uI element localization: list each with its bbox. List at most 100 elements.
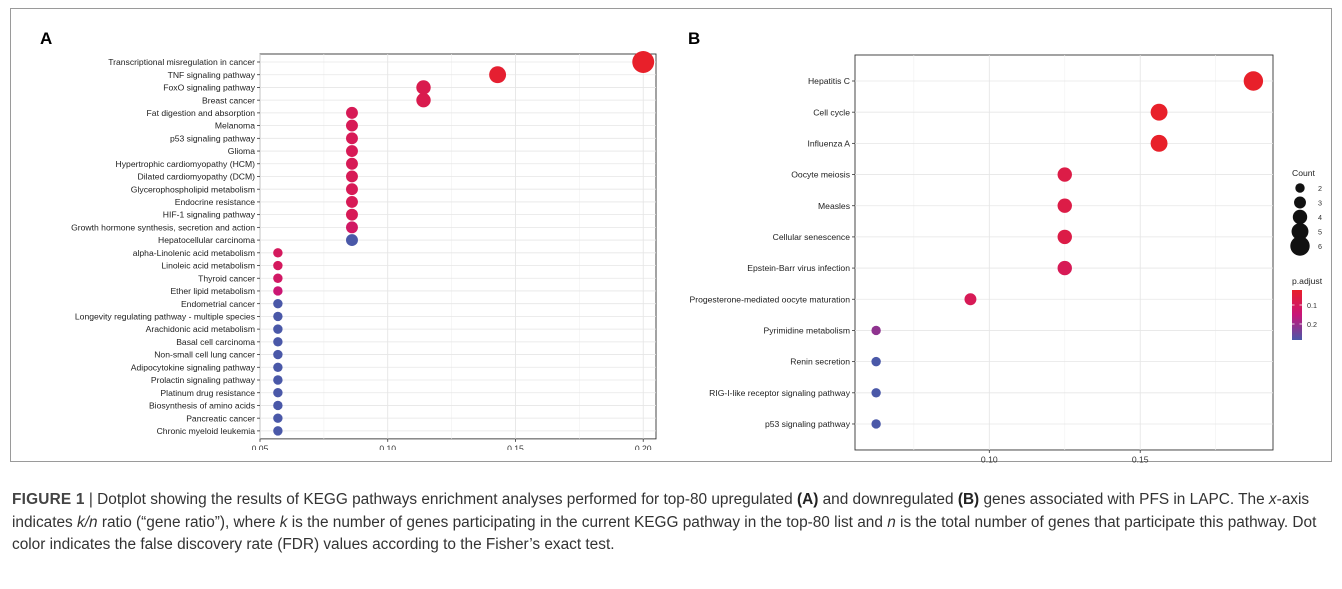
data-point [632, 51, 655, 73]
y-tick-label: TNF signaling pathway [168, 70, 256, 80]
y-tick-label: Adipocytokine signaling pathway [131, 362, 256, 372]
data-point [346, 157, 358, 170]
data-point [273, 362, 283, 372]
y-tick-label: Ether lipid metabolism [170, 286, 255, 296]
data-point [346, 195, 358, 208]
legend-padjust-label: 0.1 [1307, 301, 1317, 310]
y-tick-label: Influenza A [807, 138, 850, 148]
chart-b: 0.10 0.1 5 Hepatitis C Cell cycle Influenza A… [689, 54, 1323, 464]
data-point [871, 419, 881, 429]
legend-count-label: 5 [1318, 228, 1322, 237]
legend-padjust-label: 0.2 [1307, 320, 1317, 329]
data-point [273, 298, 283, 309]
x-tick-label: 0.10 [379, 443, 396, 450]
data-point [346, 234, 358, 247]
legend-count-dot [1295, 183, 1305, 193]
y-tick-label: HIF-1 signaling pathway [163, 210, 256, 220]
y-tick-label: Biosynthesis of amino acids [149, 401, 255, 411]
data-point [273, 349, 283, 360]
data-point [1150, 103, 1168, 121]
y-tick-label: Hepatitis C [808, 76, 850, 86]
data-point [273, 337, 283, 347]
data-point [1057, 198, 1072, 213]
legend-count-label: 2 [1318, 184, 1322, 193]
data-point [489, 66, 507, 84]
data-point [273, 248, 283, 258]
y-tick-label: Breast cancer [202, 95, 255, 105]
legend-count-label: 4 [1318, 213, 1322, 222]
y-tick-label: Glycerophospholipid metabolism [131, 184, 255, 194]
data-point [346, 106, 358, 119]
data-point [273, 311, 283, 322]
data-point [871, 325, 881, 336]
y-tick-label: Arachidonic acid metabolism [146, 324, 255, 334]
data-point [416, 92, 431, 108]
y-tick-label: Epstein-Barr virus infection [747, 263, 850, 273]
y-tick-label: Linoleic acid metabolism [161, 261, 255, 271]
data-point [1150, 134, 1168, 152]
caption-italic-n: n [887, 513, 896, 531]
y-tick-label: p53 signaling pathway [170, 133, 256, 143]
x-tick-label: 0.10 [981, 454, 998, 464]
y-tick-label: Oocyte meiosis [791, 170, 850, 180]
data-point [346, 119, 358, 132]
data-point [346, 132, 358, 145]
y-tick-label: Progesterone-mediated oocyte maturation [689, 294, 850, 304]
data-point [273, 324, 283, 334]
y-tick-label: Prolactin signaling pathway [151, 375, 256, 385]
y-tick-label: Dilated cardiomyopathy (DCM) [138, 172, 256, 182]
data-point [1057, 260, 1072, 276]
legend-count-dot [1294, 196, 1306, 209]
data-point [273, 400, 283, 411]
legend-count-label: 6 [1318, 242, 1322, 251]
data-point [871, 388, 881, 398]
data-point [346, 170, 358, 183]
data-point [1057, 167, 1072, 182]
data-point [416, 80, 431, 95]
y-tick-label: RIG-I-like receptor signaling pathway [709, 388, 851, 398]
caption-italic-x: x [1268, 491, 1277, 508]
legend-count-dot [1291, 223, 1309, 240]
x-tick-label: 0.20 [635, 443, 652, 450]
caption-bold-b: (B) [957, 491, 980, 508]
caption-text-5: ratio (“gene ratio”), where [97, 513, 280, 531]
y-tick-label: Endocrine resistance [175, 197, 255, 207]
data-point [273, 413, 283, 423]
caption-text-6: is the number of genes participating in … [287, 513, 888, 531]
data-point [346, 183, 358, 196]
y-tick-label: Thyroid cancer [198, 273, 255, 283]
data-point [273, 375, 283, 385]
data-point [346, 208, 358, 221]
panel-a-label: A [40, 29, 53, 48]
caption-text-7: is the total number of genes that partic… [12, 513, 1317, 554]
y-tick-label: Pancreatic cancer [186, 413, 255, 423]
y-tick-label: Hepatocellular carcinoma [158, 235, 255, 245]
y-tick-label: Melanoma [215, 121, 255, 131]
y-tick-label: Cell cycle [813, 107, 850, 117]
caption-bold-a: (A) [796, 491, 819, 508]
legend-count-dot [1292, 209, 1308, 225]
y-tick-label: Growth hormone synthesis, secretion and … [71, 222, 255, 232]
plot-panel [259, 53, 657, 440]
caption-text-1: Dotplot showing the results of KEGG path… [97, 491, 797, 508]
panel-b-label: B [688, 29, 701, 48]
caption-text-2: and downregulated [818, 491, 958, 508]
data-point [964, 293, 977, 306]
data-point [346, 221, 358, 234]
data-point [1057, 229, 1072, 245]
data-point [273, 286, 283, 296]
data-point [273, 273, 283, 283]
figure-caption: FIGURE 1 | Dotplot showing the results o… [12, 489, 1330, 557]
y-tick-label: Glioma [228, 146, 255, 156]
x-tick-label: 0.15 [507, 443, 524, 450]
legend-colorbar [1292, 290, 1302, 340]
legend-padjust-title: p.adjust [1292, 276, 1323, 286]
y-tick-label: Longevity regulating pathway - multiple … [75, 311, 255, 321]
plot-panel [854, 54, 1274, 451]
caption-italic-kn: k/n [77, 513, 98, 531]
y-tick-label: Platinum drug resistance [160, 388, 255, 398]
y-tick-label: Renin secretion [790, 357, 850, 367]
data-point [346, 145, 358, 157]
y-tick-label: Cellular senescence [773, 232, 851, 242]
data-point [871, 356, 881, 367]
